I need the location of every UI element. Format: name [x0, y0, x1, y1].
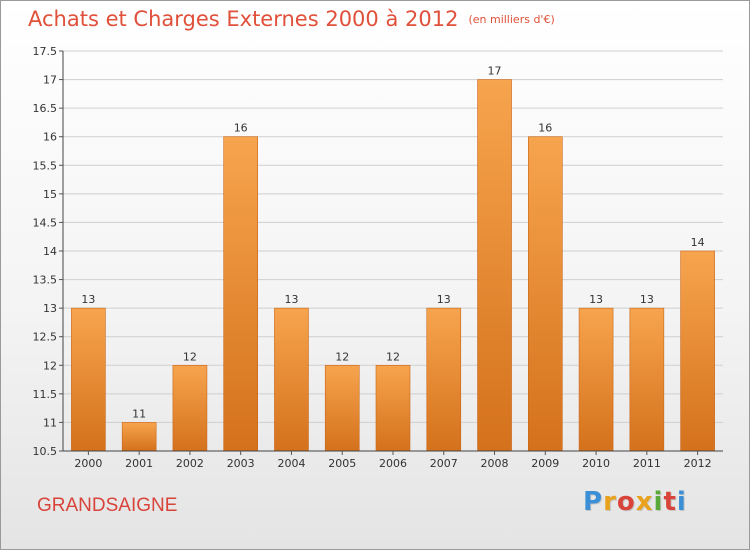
bar — [477, 79, 512, 452]
value-label: 13 — [640, 293, 654, 306]
value-label: 13 — [81, 293, 95, 306]
value-label: 12 — [183, 350, 197, 363]
bar — [274, 307, 309, 452]
y-tick-label: 17.5 — [33, 45, 58, 58]
y-tick-label: 12 — [43, 359, 57, 372]
y-tick-label: 17 — [43, 74, 57, 87]
x-tick-label: 2012 — [684, 457, 712, 470]
y-tick-label: 16 — [43, 131, 57, 144]
x-tick-label: 2009 — [531, 457, 559, 470]
y-tick-label: 15.5 — [33, 159, 58, 172]
proxiti-logo[interactable]: Proxiti — [583, 487, 687, 517]
y-tick-label: 14 — [43, 245, 57, 258]
y-tick-label: 13 — [43, 302, 57, 315]
y-tick-label: 14.5 — [33, 216, 58, 229]
x-tick-label: 2003 — [227, 457, 255, 470]
logo-letter: P — [583, 487, 604, 517]
logo-letter: i — [653, 487, 664, 517]
value-label: 12 — [386, 350, 400, 363]
value-label: 16 — [234, 122, 248, 135]
value-label: 12 — [335, 350, 349, 363]
x-tick-label: 2007 — [430, 457, 458, 470]
y-tick-label: 16.5 — [33, 102, 58, 115]
x-tick-labels: 2000 2001 2002 2003 2004 2005 2006 2007 2008 2009… — [74, 457, 711, 470]
bar — [121, 422, 157, 452]
bar — [223, 136, 258, 452]
y-tick-label: 13.5 — [33, 274, 58, 287]
y-tick-label: 11.5 — [33, 388, 58, 401]
bar — [172, 364, 208, 452]
value-label: 16 — [538, 122, 552, 135]
bar — [71, 307, 106, 452]
x-tick-label: 2005 — [328, 457, 356, 470]
x-tick-label: 2011 — [633, 457, 661, 470]
bar — [528, 136, 563, 452]
value-label: 11 — [132, 407, 146, 420]
bar — [324, 364, 360, 452]
logo-letter: t — [663, 487, 677, 517]
value-label: 13 — [437, 293, 451, 306]
x-tick-label: 2004 — [277, 457, 305, 470]
axes — [59, 50, 723, 455]
chart-subtitle: (en milliers d'€) — [468, 13, 555, 26]
x-tick-label: 2002 — [176, 457, 204, 470]
bar — [426, 307, 462, 452]
bar — [578, 307, 614, 452]
x-tick-label: 2008 — [481, 457, 509, 470]
logo-letter: o — [616, 487, 636, 517]
chart-title: Achats et Charges Externes 2000 à 2012 (e… — [28, 7, 555, 31]
value-label: 13 — [284, 293, 298, 306]
x-tick-label: 2000 — [74, 457, 102, 470]
x-tick-label: 2001 — [125, 457, 153, 470]
y-tick-label: 10.5 — [33, 445, 58, 458]
y-tick-label: 12.5 — [33, 331, 58, 344]
bar — [680, 250, 715, 452]
x-tick-label: 2010 — [582, 457, 610, 470]
value-label: 14 — [691, 236, 705, 249]
logo-letter: i — [676, 487, 687, 517]
bars — [71, 79, 715, 452]
bar — [375, 364, 411, 452]
value-label: 13 — [589, 293, 603, 306]
y-tick-label: 15 — [43, 188, 57, 201]
bar — [629, 307, 665, 452]
y-tick-labels: 10.5 11 11.5 12 12.5 13 13.5 14 14.5 15 15.5 16 16.5… — [33, 45, 58, 458]
x-tick-label: 2006 — [379, 457, 407, 470]
chart-title-text: Achats et Charges Externes 2000 à 2012 — [28, 7, 459, 31]
y-tick-label: 11 — [43, 416, 57, 429]
logo-letter: r — [603, 487, 617, 517]
commune-name: GRANDSAIGNE — [37, 495, 178, 516]
value-labels: 13 11 12 16 13 12 12 13 17 16 13 13 14 — [81, 65, 704, 421]
value-label: 17 — [488, 65, 502, 78]
logo-letter: x — [635, 487, 654, 517]
